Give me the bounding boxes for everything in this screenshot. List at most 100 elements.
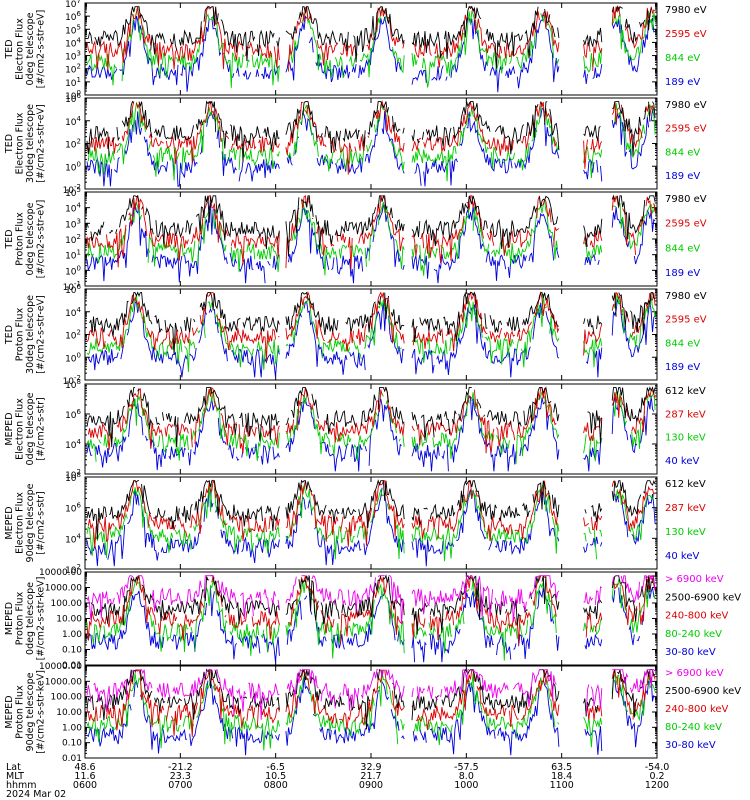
- y-tick-label: 0.01: [62, 661, 82, 671]
- y-tick-label: 0.10: [62, 739, 82, 749]
- x-tick-mlt: 18.4: [551, 771, 572, 782]
- y-axis-label: Electron Flux: [15, 398, 26, 460]
- y-tick-label: 102: [65, 563, 81, 576]
- y-tick-label: 106: [65, 10, 81, 23]
- legend-entry: 2595 eV: [665, 315, 707, 326]
- legend-entry: 844 eV: [665, 147, 700, 158]
- legend-entry: 130 keV: [665, 527, 706, 538]
- x-tick-hhmm: 0700: [168, 780, 192, 791]
- panel-5: 102 104 106 108 MEPED Electron Flux 0deg teles…: [4, 378, 706, 481]
- y-tick-label: 104: [65, 202, 81, 215]
- legend-entry: 2595 eV: [665, 29, 707, 40]
- y-tick-label: 101: [65, 249, 81, 262]
- y-tick-label: 100.00: [51, 599, 83, 609]
- y-tick-label: 106: [65, 92, 81, 105]
- y-axis-label: 30deg telescope: [25, 104, 36, 183]
- x-tick-lat: 63.5: [551, 762, 572, 773]
- x-tick-mlt: 11.6: [74, 771, 95, 782]
- legend-entry: 2500-6900 keV: [665, 686, 741, 697]
- series-trace: [86, 202, 656, 284]
- y-axis-label: Proton Flux: [15, 307, 26, 361]
- x-tick-mlt: 8.0: [459, 771, 474, 782]
- y-tick-label: 0.01: [62, 754, 82, 764]
- panel-2: 10-2 100 102 104 106 TED Electron Flux 30deg te…: [4, 92, 707, 196]
- y-tick-label: 102: [65, 329, 81, 342]
- series-trace: [87, 386, 656, 454]
- series-trace: [86, 481, 655, 562]
- y-tick-label: 102: [65, 138, 81, 151]
- y-axis-label: MEPED: [4, 602, 15, 635]
- legend-entry: 2595 eV: [665, 219, 707, 230]
- y-axis-label: 0deg telescope: [25, 12, 36, 85]
- x-tick-hhmm: 1000: [454, 780, 478, 791]
- y-axis-label: TED: [4, 134, 15, 154]
- legend-entry: 80-240 keV: [665, 629, 722, 640]
- y-axis-label: Electron Flux: [15, 112, 26, 174]
- y-axis-label: 90deg telescope: [25, 483, 36, 562]
- x-row-label: 2024 Mar 02: [6, 789, 66, 800]
- y-axis-label: 0deg telescope: [25, 202, 36, 275]
- y-tick-label: 106: [65, 283, 81, 296]
- y-axis-label: [#/cm2-s-str-keV]: [36, 577, 47, 661]
- legend-entry: 612 keV: [665, 386, 706, 397]
- y-tick-label: 10000.00: [39, 662, 82, 672]
- y-axis-label: MEPED: [4, 506, 15, 539]
- x-tick-hhmm: 1100: [550, 780, 574, 791]
- series-trace: [89, 291, 656, 355]
- y-axis-label: 90deg telescope: [25, 672, 36, 751]
- y-tick-label: 10-2: [63, 183, 81, 196]
- panel-frame: [84, 665, 658, 759]
- y-tick-label: 107: [65, 0, 81, 10]
- series-trace: [86, 676, 655, 756]
- legend-entry: 287 keV: [665, 503, 706, 514]
- y-tick-label: 10-2: [63, 374, 81, 387]
- y-tick-label: 1000.00: [45, 584, 82, 594]
- panel-6: 102 104 106 108 MEPED Electron Flux 90deg tele…: [4, 471, 706, 576]
- y-axis-label: 0deg telescope: [25, 392, 36, 465]
- y-tick-label: 106: [65, 502, 81, 515]
- legend-entry: 7980 eV: [665, 5, 707, 16]
- y-tick-label: 104: [65, 115, 81, 128]
- series-trace: [86, 291, 656, 362]
- x-tick-hhmm: 0900: [359, 780, 383, 791]
- series-trace: [86, 574, 656, 635]
- y-tick-label: 105: [65, 23, 81, 36]
- panel-3: 10-1 100 101 102 103 104 105 TED Proton Flux 0deg…: [4, 186, 707, 293]
- legend-entry: 30-80 keV: [665, 740, 716, 751]
- legend-entry: 7980 eV: [665, 194, 707, 205]
- y-tick-label: 0.10: [62, 646, 82, 656]
- series-trace: [86, 195, 656, 270]
- y-tick-label: 103: [65, 50, 81, 63]
- series-trace: [86, 293, 656, 373]
- y-axis-label: [#/cm2-s-str-eV]: [36, 200, 47, 279]
- series-trace: [86, 386, 656, 448]
- y-axis-label: 30deg telescope: [25, 295, 36, 374]
- y-tick-label: 1.00: [62, 723, 82, 733]
- series-trace: [86, 100, 656, 163]
- y-axis-label: Proton Flux: [15, 685, 26, 739]
- x-tick-lat: -6.5: [266, 762, 285, 773]
- y-tick-label: 108: [65, 378, 81, 391]
- x-row-label: Lat: [6, 762, 21, 773]
- legend-entry: 7980 eV: [665, 100, 707, 111]
- x-tick-lat: 32.9: [360, 762, 381, 773]
- y-tick-label: 1.00: [62, 630, 82, 640]
- y-tick-label: 100: [65, 160, 81, 173]
- legend-entry: 844 eV: [665, 338, 700, 349]
- legend-entry: 844 eV: [665, 53, 700, 64]
- y-tick-label: 104: [65, 306, 81, 319]
- y-axis-label: MEPED: [4, 412, 15, 445]
- y-tick-label: 100: [65, 351, 81, 364]
- y-axis-label: Electron Flux: [15, 18, 26, 80]
- y-tick-label: 100: [65, 89, 81, 102]
- y-axis-label: [#/cm2-s-str]: [36, 491, 47, 554]
- legend-entry: > 6900 keV: [665, 668, 724, 679]
- legend-entry: 40 keV: [665, 456, 699, 467]
- series-trace: [87, 479, 656, 548]
- legend-entry: 130 keV: [665, 433, 706, 444]
- legend-entry: 40 keV: [665, 551, 699, 562]
- y-tick-label: 108: [65, 471, 81, 484]
- legend-entry: 844 eV: [665, 243, 700, 254]
